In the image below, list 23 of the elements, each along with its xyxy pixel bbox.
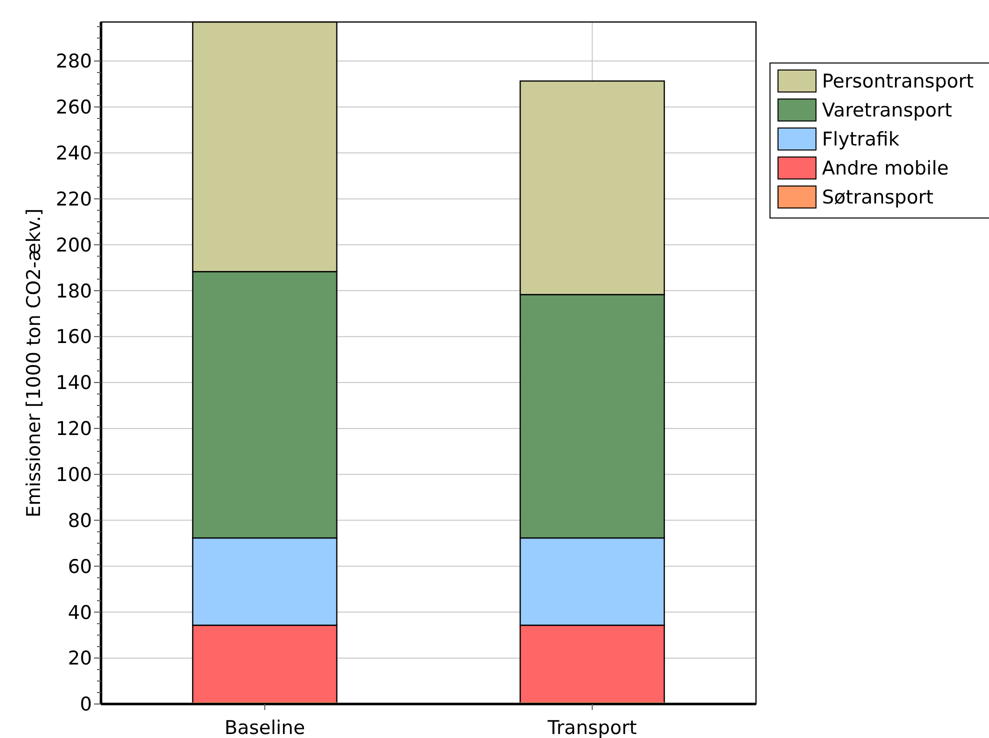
legend-label: Søtransport: [822, 186, 934, 209]
x-tick-label: Transport: [546, 717, 637, 738]
legend-label: Persontransport: [822, 70, 974, 93]
y-tick-label: 180: [56, 280, 92, 302]
y-tick-label: 60: [68, 556, 92, 578]
y-tick-label: 220: [56, 188, 92, 210]
y-tick-label: 280: [56, 50, 92, 73]
legend-label: Varetransport: [822, 100, 952, 122]
x-tick-label: Baseline: [224, 717, 306, 738]
y-axis-title: Emissioner [1000 ton CO2-ækv.]: [23, 208, 45, 518]
y-tick-label: 0: [80, 694, 92, 716]
y-tick-label: 20: [68, 648, 92, 670]
y-tick-label: 240: [56, 142, 92, 165]
y-tick-label: 260: [56, 96, 92, 119]
legend-label: Flytrafik: [822, 128, 900, 151]
y-tick-label: 80: [68, 510, 92, 532]
y-tick-label: 100: [56, 464, 92, 486]
y-tick-label: 120: [56, 418, 92, 440]
y-tick-label: 160: [56, 326, 92, 348]
y-tick-label: 140: [56, 372, 92, 394]
y-tick-label: 40: [68, 602, 92, 624]
y-tick-label: 200: [56, 234, 92, 256]
legend-label: Andre mobile: [822, 158, 949, 180]
